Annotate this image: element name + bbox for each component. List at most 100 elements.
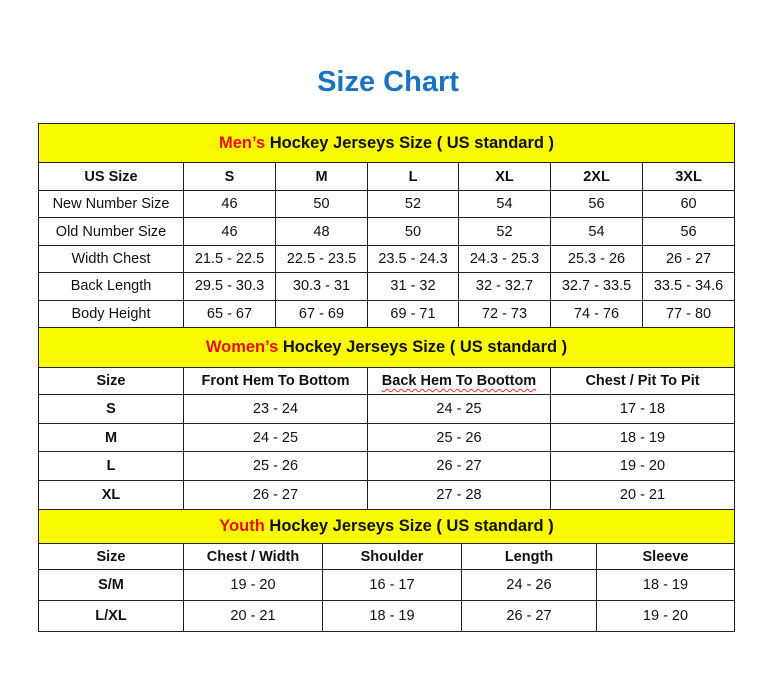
table-row: M 24 - 25 25 - 26 18 - 19 — [38, 422, 736, 453]
column-header-row: Size Front Hem To Bottom Back Hem To Boott… — [38, 367, 736, 395]
table-row: L 25 - 26 26 - 27 19 - 20 — [38, 451, 736, 482]
column-header-text: Back Hem To Boottom — [381, 373, 537, 389]
column-header: Size — [38, 367, 184, 395]
table-cell: 24 - 26 — [461, 569, 597, 601]
table-cell: 22.5 - 23.5 — [275, 244, 368, 274]
column-header-text: Front Hem To Bottom — [201, 373, 350, 389]
row-label: S — [38, 394, 184, 424]
column-header-text: Sleeve — [642, 548, 689, 565]
table-cell: 69 - 71 — [367, 299, 459, 328]
table-cell: 60 — [641, 189, 736, 219]
table-cell: 17 - 18 — [549, 394, 736, 424]
table-cell: 54 — [550, 217, 643, 246]
mens-size-table: Men’s Hockey Jerseys Size ( US standard … — [37, 123, 736, 328]
column-header: Back Hem To Boottom — [367, 367, 551, 395]
table-cell: 16 - 17 — [322, 569, 462, 601]
table-cell: 18 - 19 — [595, 569, 736, 601]
table-cell: 65 - 67 — [183, 299, 276, 328]
column-header-row: US Size S M L XL 2XL 3XL — [38, 162, 736, 191]
table-row: S 23 - 24 24 - 25 17 - 18 — [38, 394, 736, 424]
womens-size-table: Women’s Hockey Jerseys Size ( US standar… — [37, 327, 736, 510]
column-header-text: 2XL — [583, 168, 610, 185]
table-cell: 21.5 - 22.5 — [183, 244, 276, 274]
section-title: Hockey Jerseys Size ( US standard ) — [278, 338, 568, 356]
row-label: Old Number Size — [38, 217, 184, 246]
table-cell: 67 - 69 — [275, 299, 368, 328]
table-cell: 20 - 21 — [183, 600, 323, 632]
table-row: XL 26 - 27 27 - 28 20 - 21 — [38, 480, 736, 510]
table-cell: 26 - 27 — [641, 244, 736, 274]
table-cell: 26 - 27 — [183, 480, 368, 510]
table-cell: 23.5 - 24.3 — [367, 244, 459, 274]
row-label: New Number Size — [38, 189, 184, 219]
table-cell: 18 - 19 — [549, 422, 736, 453]
table-cell: 33.5 - 34.6 — [641, 272, 736, 301]
column-header: L — [367, 162, 459, 191]
column-header: Size — [38, 543, 184, 570]
column-header: Sleeve — [595, 543, 736, 570]
column-header-text: Shoulder — [360, 548, 424, 565]
column-header: S — [183, 162, 276, 191]
table-cell: 30.3 - 31 — [275, 272, 368, 301]
table-cell: 48 — [275, 217, 368, 246]
table-cell: 19 - 20 — [183, 569, 323, 601]
row-label: M — [38, 422, 184, 453]
table-cell: 77 - 80 — [641, 299, 736, 328]
row-label: Width Chest — [38, 244, 184, 274]
column-header-text: Chest / Width — [206, 548, 300, 565]
youth-size-table: Youth Hockey Jerseys Size ( US standard … — [37, 509, 736, 632]
table-cell: 26 - 27 — [367, 451, 551, 482]
section-category: Youth — [219, 517, 265, 535]
table-cell: 32.7 - 33.5 — [550, 272, 643, 301]
table-row: Back Length 29.5 - 30.3 30.3 - 31 31 - 32 32… — [38, 272, 736, 301]
column-header: Shoulder — [322, 543, 462, 570]
column-header: 3XL — [641, 162, 736, 191]
table-cell: 52 — [367, 189, 459, 219]
row-label: XL — [38, 480, 184, 510]
column-header: 2XL — [550, 162, 643, 191]
table-cell: 52 — [458, 217, 551, 246]
table-cell: 25 - 26 — [183, 451, 368, 482]
column-header-row: Size Chest / Width Shoulder Length Sleeve — [38, 543, 736, 570]
table-row: Body Height 65 - 67 67 - 69 69 - 71 72 - 73 7… — [38, 299, 736, 328]
section-category: Women’s — [205, 338, 279, 356]
section-title: Hockey Jerseys Size ( US standard ) — [264, 517, 554, 535]
table-cell: 31 - 32 — [367, 272, 459, 301]
column-header-text: Size — [96, 373, 126, 389]
table-row: New Number Size 46 50 52 54 56 60 — [38, 189, 736, 219]
table-cell: 24 - 25 — [367, 394, 551, 424]
table-cell: 29.5 - 30.3 — [183, 272, 276, 301]
section-heading: Men’s Hockey Jerseys Size ( US standard … — [37, 123, 736, 163]
column-header-text: M — [315, 168, 328, 185]
row-label: Body Height — [38, 299, 184, 328]
table-cell: 26 - 27 — [461, 600, 597, 632]
column-header: M — [275, 162, 368, 191]
column-header-text: 3XL — [675, 168, 702, 185]
table-cell: 23 - 24 — [183, 394, 368, 424]
row-label: S/M — [38, 569, 184, 601]
column-header-text: XL — [495, 168, 514, 185]
table-cell: 19 - 20 — [595, 600, 736, 632]
table-cell: 25.3 - 26 — [550, 244, 643, 274]
table-cell: 56 — [641, 217, 736, 246]
table-row: S/M 19 - 20 16 - 17 24 - 26 18 - 19 — [38, 569, 736, 601]
section-title: Hockey Jerseys Size ( US standard ) — [265, 133, 555, 152]
table-cell: 25 - 26 — [367, 422, 551, 453]
page-title: Size Chart — [317, 66, 459, 98]
row-label: Back Length — [38, 272, 184, 301]
table-cell: 20 - 21 — [549, 480, 736, 510]
column-header: Chest / Width — [183, 543, 323, 570]
column-header: Length — [461, 543, 597, 570]
column-header-text: US Size — [84, 168, 138, 185]
row-label: L — [38, 451, 184, 482]
table-cell: 46 — [183, 189, 276, 219]
column-header-text: Chest / Pit To Pit — [585, 373, 700, 389]
table-cell: 24.3 - 25.3 — [458, 244, 551, 274]
table-cell: 32 - 32.7 — [458, 272, 551, 301]
section-category: Men’s — [219, 133, 266, 152]
column-header-text: S — [224, 168, 235, 185]
table-cell: 74 - 76 — [550, 299, 643, 328]
column-header: Front Hem To Bottom — [183, 367, 368, 395]
table-cell: 50 — [367, 217, 459, 246]
column-header-text: Length — [504, 548, 554, 565]
